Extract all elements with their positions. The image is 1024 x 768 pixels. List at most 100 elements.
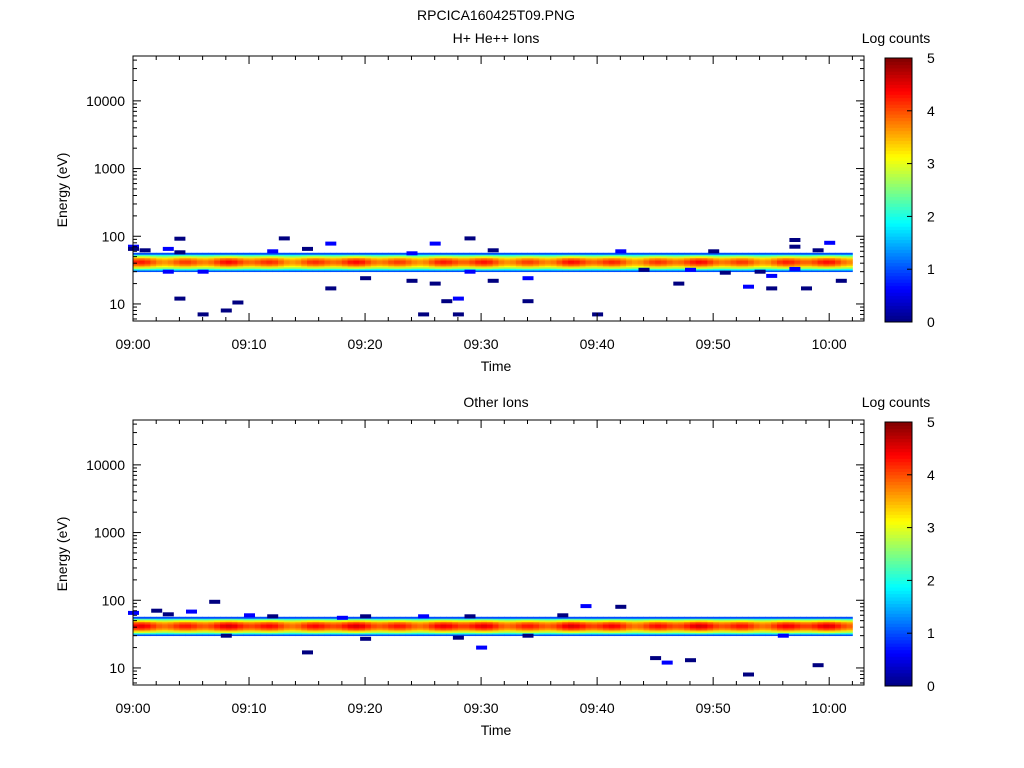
heatmap-cell	[457, 621, 465, 624]
heatmap-cell	[463, 619, 470, 622]
heatmap-cell	[150, 255, 157, 258]
heatmap-cell	[695, 632, 702, 635]
heatmap-cell	[388, 266, 395, 269]
colorbar-segment	[885, 302, 912, 306]
heatmap-cell	[689, 263, 697, 266]
heatmap-cell	[736, 634, 743, 637]
heatmap-cell	[631, 255, 639, 258]
heatmap-cell	[794, 630, 801, 633]
heatmap-cell	[370, 265, 378, 268]
heatmap-cell	[167, 257, 175, 260]
heatmap-cell	[678, 624, 685, 627]
heatmap-cell	[637, 619, 644, 622]
heatmap-cell	[156, 265, 163, 268]
heatmap-cell	[283, 268, 291, 271]
heatmap-cell	[411, 630, 418, 633]
heatmap-cell	[620, 255, 627, 258]
heatmap-cell	[365, 627, 372, 630]
heatmap-cell	[724, 259, 731, 262]
heatmap-cell	[144, 624, 151, 627]
colorbar-segment	[885, 236, 912, 240]
heatmap-cell	[695, 629, 702, 632]
heatmap-cell	[254, 266, 262, 269]
heatmap-cell	[220, 630, 227, 633]
heatmap-cell	[191, 623, 198, 626]
heatmap-cell	[527, 630, 534, 633]
heatmap-cell	[614, 629, 621, 632]
heatmap-cell	[730, 618, 737, 621]
heatmap-cell	[243, 265, 250, 268]
heatmap-cell	[840, 263, 847, 266]
heatmap-cell	[713, 255, 720, 258]
heatmap-cell	[498, 270, 505, 273]
heatmap-cell	[283, 260, 291, 263]
heatmap-cell	[423, 268, 430, 271]
heatmap-cell	[747, 270, 755, 273]
heatmap-cell	[655, 262, 662, 265]
heatmap-cell	[434, 259, 441, 262]
heatmap-cell	[254, 270, 262, 273]
heatmap-cell	[330, 630, 337, 633]
heatmap-cell	[620, 266, 627, 269]
heatmap-cell	[521, 630, 528, 633]
heatmap-cell	[469, 627, 476, 630]
heatmap-cell	[283, 270, 291, 273]
heatmap-cell	[840, 259, 847, 262]
heatmap-cell	[202, 632, 209, 635]
data-point	[197, 312, 209, 317]
heatmap-cell	[527, 255, 534, 258]
heatmap-cell	[411, 629, 418, 632]
colorbar-segment	[885, 448, 912, 453]
heatmap-cell	[597, 266, 604, 269]
heatmap-cell	[423, 629, 430, 632]
heatmap-cell	[776, 621, 784, 624]
heatmap-cell	[527, 632, 534, 635]
heatmap-cell	[672, 621, 679, 624]
heatmap-cell	[411, 257, 418, 260]
heatmap-cell	[347, 255, 354, 258]
heatmap-cell	[463, 618, 470, 621]
colorbar-segment	[885, 643, 912, 647]
heatmap-cell	[573, 266, 581, 269]
heatmap-cell	[417, 619, 424, 622]
heatmap-cell	[707, 265, 714, 268]
heatmap-cell	[568, 629, 575, 632]
heatmap-cell	[678, 259, 685, 262]
heatmap-cell	[718, 624, 726, 627]
heatmap-cell	[602, 629, 610, 632]
heatmap-cell	[829, 252, 836, 255]
heatmap-cell	[440, 268, 447, 271]
heatmap-cell	[179, 266, 186, 269]
heatmap-cell	[243, 260, 250, 263]
heatmap-cell	[562, 255, 569, 258]
heatmap-cell	[341, 265, 349, 268]
heatmap-cell	[666, 634, 673, 637]
x-axis-label: Time	[481, 722, 512, 738]
heatmap-cell	[846, 626, 853, 629]
heatmap-cell	[405, 632, 412, 635]
heatmap-cell	[191, 268, 198, 271]
heatmap-cell	[486, 624, 494, 627]
heatmap-cell	[631, 627, 639, 630]
heatmap-cell	[428, 623, 436, 626]
heatmap-cell	[747, 619, 755, 622]
heatmap-cell	[684, 259, 691, 262]
heatmap-cell	[829, 270, 836, 273]
heatmap-cell	[272, 632, 279, 635]
heatmap-cell	[701, 634, 708, 637]
heatmap-cell	[829, 632, 836, 635]
heatmap-cell	[631, 260, 639, 263]
heatmap-cell	[637, 623, 644, 626]
heatmap-cell	[162, 265, 169, 268]
heatmap-cell	[359, 254, 366, 257]
heatmap-cell	[341, 270, 349, 273]
heatmap-cell	[591, 252, 598, 255]
heatmap-cell	[527, 266, 534, 269]
heatmap-cell	[660, 265, 668, 268]
heatmap-cell	[655, 618, 662, 621]
heatmap-cell	[689, 255, 697, 258]
heatmap-cell	[359, 263, 366, 266]
heatmap-cell	[266, 632, 273, 635]
heatmap-cell	[626, 262, 633, 265]
heatmap-cell	[846, 627, 853, 630]
